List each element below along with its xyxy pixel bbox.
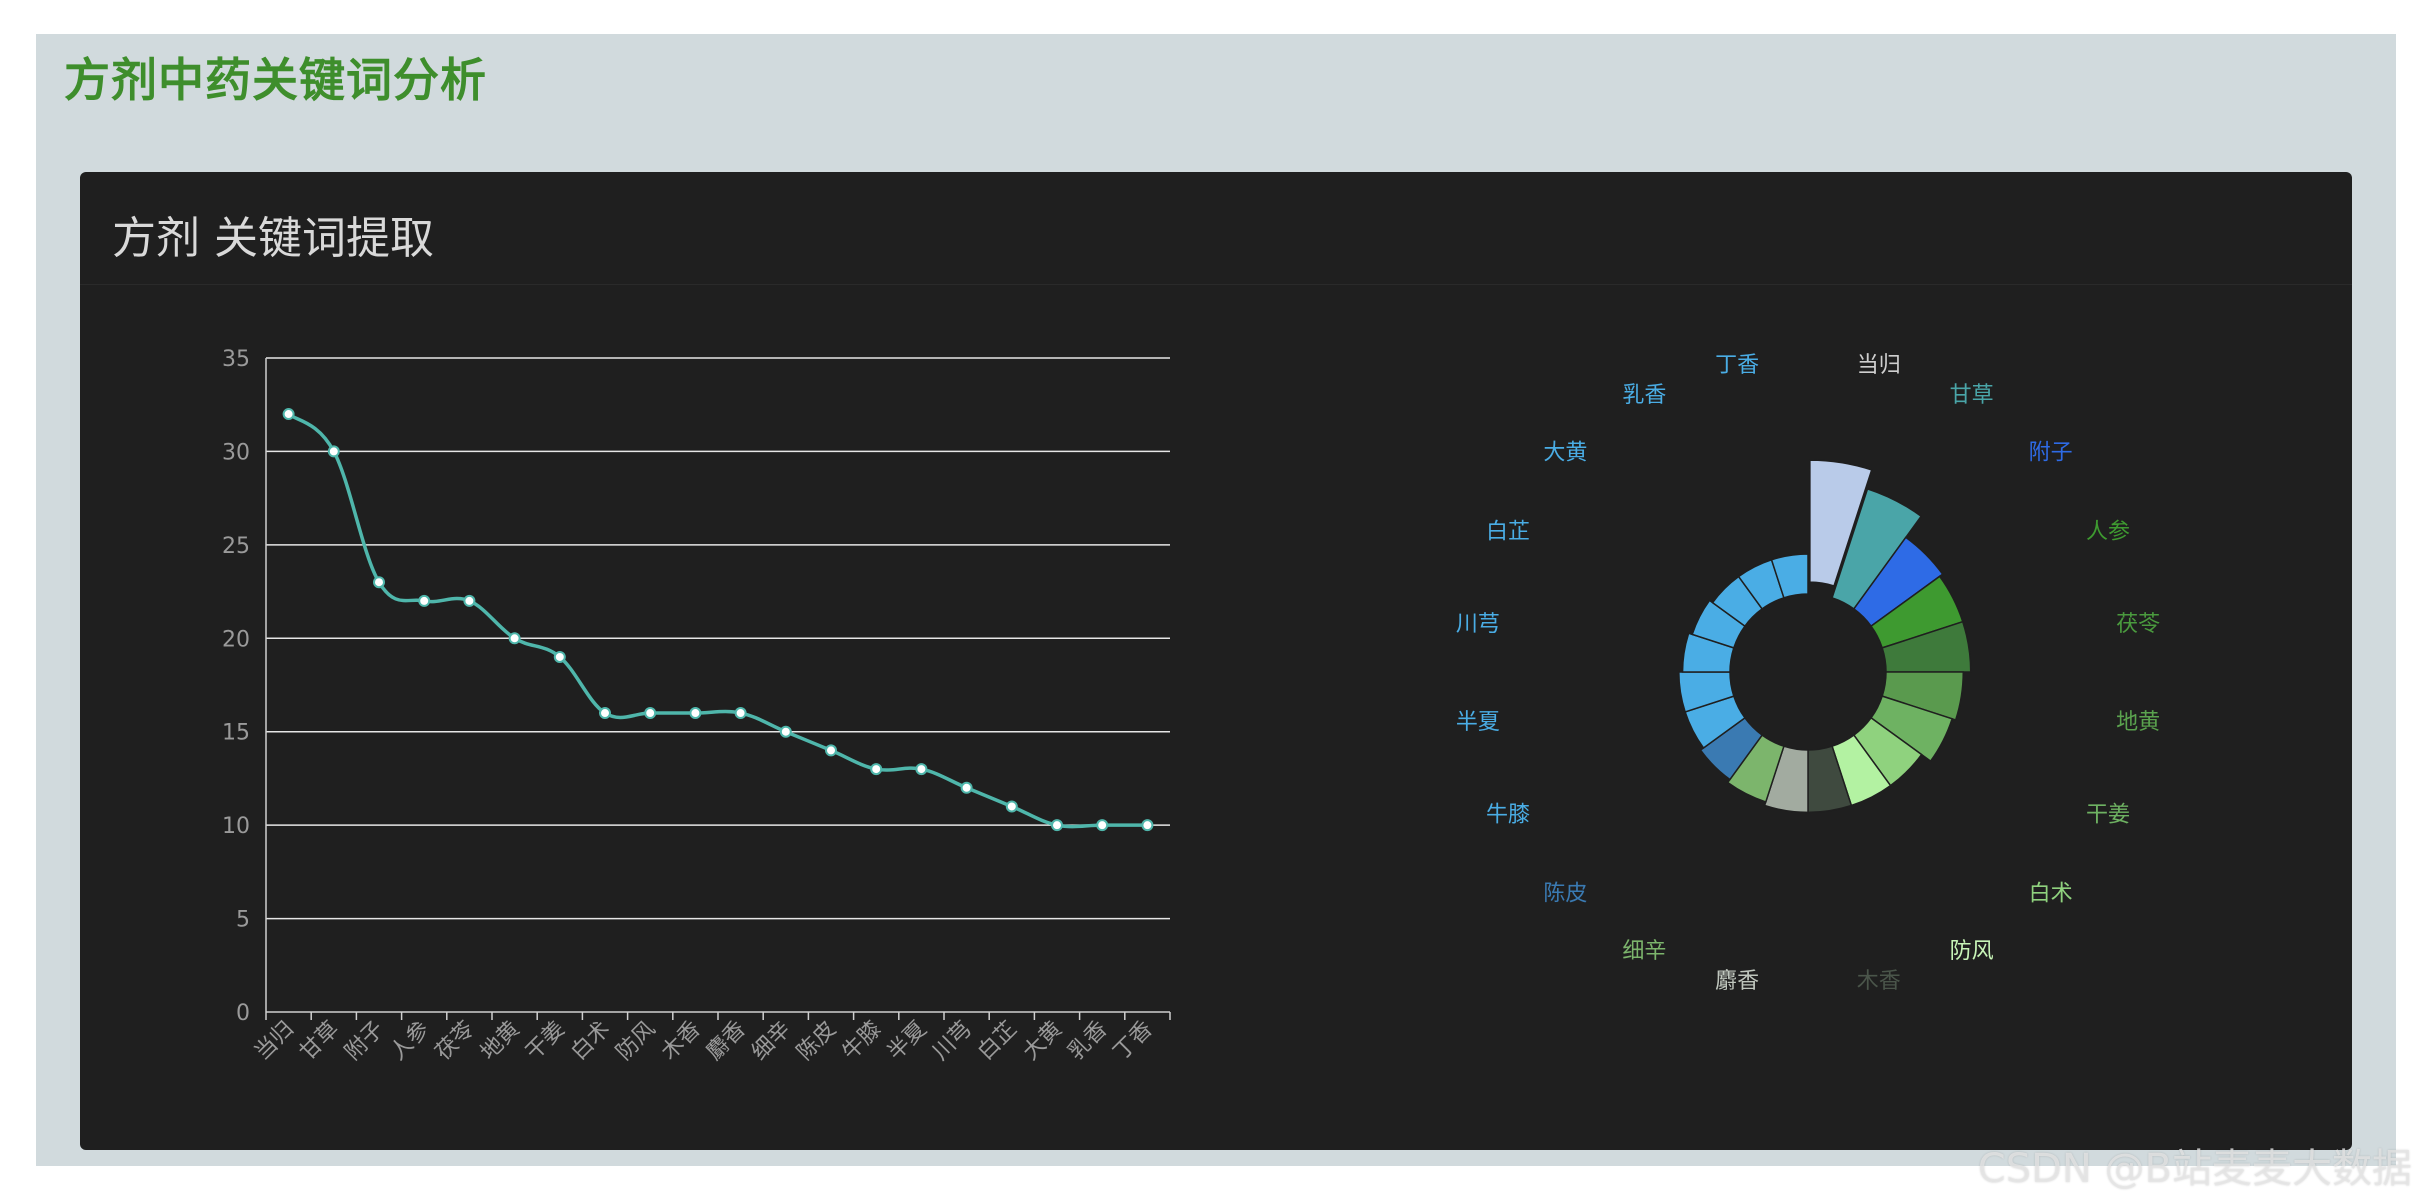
pie-slice-label: 白芷 [1486, 519, 1530, 544]
pie-slice-label: 麝香 [1715, 969, 1759, 994]
x-tick-label: 麝香 [702, 1017, 751, 1066]
pie-slice-label: 细辛 [1622, 939, 1666, 964]
y-tick-label: 10 [222, 814, 250, 839]
y-tick-label: 20 [222, 627, 250, 652]
x-tick-label: 甘草 [295, 1017, 344, 1066]
data-point[interactable] [327, 445, 340, 458]
pie-slice[interactable] [1763, 745, 1809, 814]
y-tick-label: 30 [222, 440, 250, 465]
pie-slice[interactable] [1691, 599, 1746, 649]
pie-slice[interactable] [1881, 671, 1965, 721]
dashboard-frame: 方剂中药关键词分析 方剂 关键词提取 0 5 10 15 20 25 30 35 当归 甘草 附子人… [36, 34, 2396, 1166]
pie-slice-label: 丁香 [1715, 353, 1759, 378]
y-tick-label: 25 [222, 534, 250, 559]
series-line [287, 412, 1148, 829]
panel-title: 方剂 关键词提取 [112, 213, 434, 264]
x-tick-label: 茯苓 [431, 1017, 480, 1066]
pie-slice-label: 防风 [1950, 939, 1994, 964]
data-point[interactable] [282, 408, 295, 421]
x-tick-label: 木香 [657, 1017, 706, 1066]
pie-slice[interactable] [1809, 459, 1873, 587]
pie-slice-label: 牛膝 [1486, 803, 1530, 828]
pie-slice[interactable] [1870, 695, 1954, 763]
x-tick-label: 人参 [386, 1017, 435, 1066]
pie-slice-label: 大黄 [1543, 440, 1587, 465]
data-point[interactable] [734, 707, 747, 720]
panel-header: 方剂 关键词提取 [80, 172, 2352, 285]
pie-slice-label: 乳香 [1622, 383, 1666, 408]
y-tick-label: 15 [222, 721, 250, 746]
x-tick-label: 乳香 [1064, 1017, 1113, 1066]
data-point[interactable] [689, 707, 702, 720]
y-tick-label: 5 [236, 908, 250, 933]
pie-slice[interactable] [1852, 536, 1944, 628]
pie-slice-label: 川芎 [1456, 612, 1500, 637]
x-tick-label: 白芷 [973, 1017, 1022, 1066]
data-point[interactable] [508, 632, 521, 645]
y-tick-label: 35 [222, 347, 250, 372]
data-point[interactable] [779, 725, 792, 738]
charts-canvas: 05101520253035当归甘草附子人参茯苓地黄干姜白术防风木香麝香细辛陈皮… [222, 347, 2160, 1066]
data-point[interactable] [825, 744, 837, 757]
data-point[interactable] [1005, 800, 1018, 813]
x-tick-label: 陈皮 [792, 1017, 841, 1066]
pie-slice-label: 甘草 [1950, 383, 1994, 408]
pie-slice-label: 半夏 [1456, 710, 1500, 735]
pie-slice-label: 茯苓 [2116, 612, 2160, 637]
x-tick-label: 丁香 [1109, 1017, 1158, 1066]
data-point[interactable] [1096, 819, 1109, 832]
x-tick-label: 附子 [340, 1017, 389, 1066]
x-tick-label: 川芎 [928, 1017, 977, 1066]
page-title: 方剂中药关键词分析 [64, 53, 487, 107]
data-point[interactable] [599, 707, 611, 720]
pie-slice-label: 人参 [2086, 519, 2130, 544]
pie-slice-label: 附子 [2029, 440, 2073, 465]
pie-slice-label: 当归 [1857, 353, 1901, 378]
data-point[interactable] [644, 707, 657, 720]
data-point[interactable] [553, 650, 566, 663]
pie-slice-label: 白术 [2029, 882, 2073, 907]
x-tick-label: 半夏 [883, 1017, 932, 1066]
x-tick-label: 地黄 [476, 1017, 525, 1066]
x-tick-label: 大黄 [1018, 1017, 1067, 1066]
data-point[interactable] [1051, 819, 1063, 832]
watermark: CSDN @B站麦麦大数据 [1977, 1146, 2412, 1192]
data-point[interactable] [870, 763, 883, 776]
data-point[interactable] [373, 576, 385, 589]
pie-slice[interactable] [1770, 553, 1809, 599]
data-point[interactable] [418, 594, 431, 607]
x-tick-label: 防风 [612, 1017, 661, 1066]
pie-slice[interactable] [1699, 716, 1764, 781]
line-chart: 0 5 10 15 20 25 30 35 当归甘草附子人参茯苓地黄干姜白术防风木香麝香细辛陈皮… [222, 347, 1171, 1066]
data-point[interactable] [463, 594, 476, 607]
pie-slice-label: 陈皮 [1543, 882, 1587, 907]
x-tick-label: 细辛 [747, 1017, 796, 1066]
y-tick-label: 0 [236, 1001, 250, 1026]
x-tick-label: 牛膝 [838, 1017, 887, 1066]
data-point[interactable] [960, 781, 973, 794]
pie-slice[interactable] [1678, 671, 1735, 713]
x-tick-label: 当归 [250, 1017, 299, 1066]
keyword-panel: 方剂 关键词提取 0 5 10 15 20 25 30 35 当归 甘草 附子 人参 茯苓 地黄 干姜 白术防… [80, 172, 2352, 1150]
data-point[interactable] [1141, 819, 1154, 832]
data-point[interactable] [915, 763, 928, 776]
pie-slice[interactable] [1681, 632, 1735, 673]
pie-slice-label: 木香 [1857, 969, 1901, 994]
x-tick-label: 白术 [566, 1017, 615, 1066]
pie-slice[interactable] [1831, 487, 1923, 610]
pie-slice[interactable] [1881, 620, 1972, 673]
pie-slice[interactable] [1726, 734, 1785, 803]
x-tick-label: 干姜 [521, 1017, 570, 1066]
pie-slice-label: 干姜 [2086, 803, 2130, 828]
pie-slice-label: 地黄 [2116, 710, 2160, 735]
